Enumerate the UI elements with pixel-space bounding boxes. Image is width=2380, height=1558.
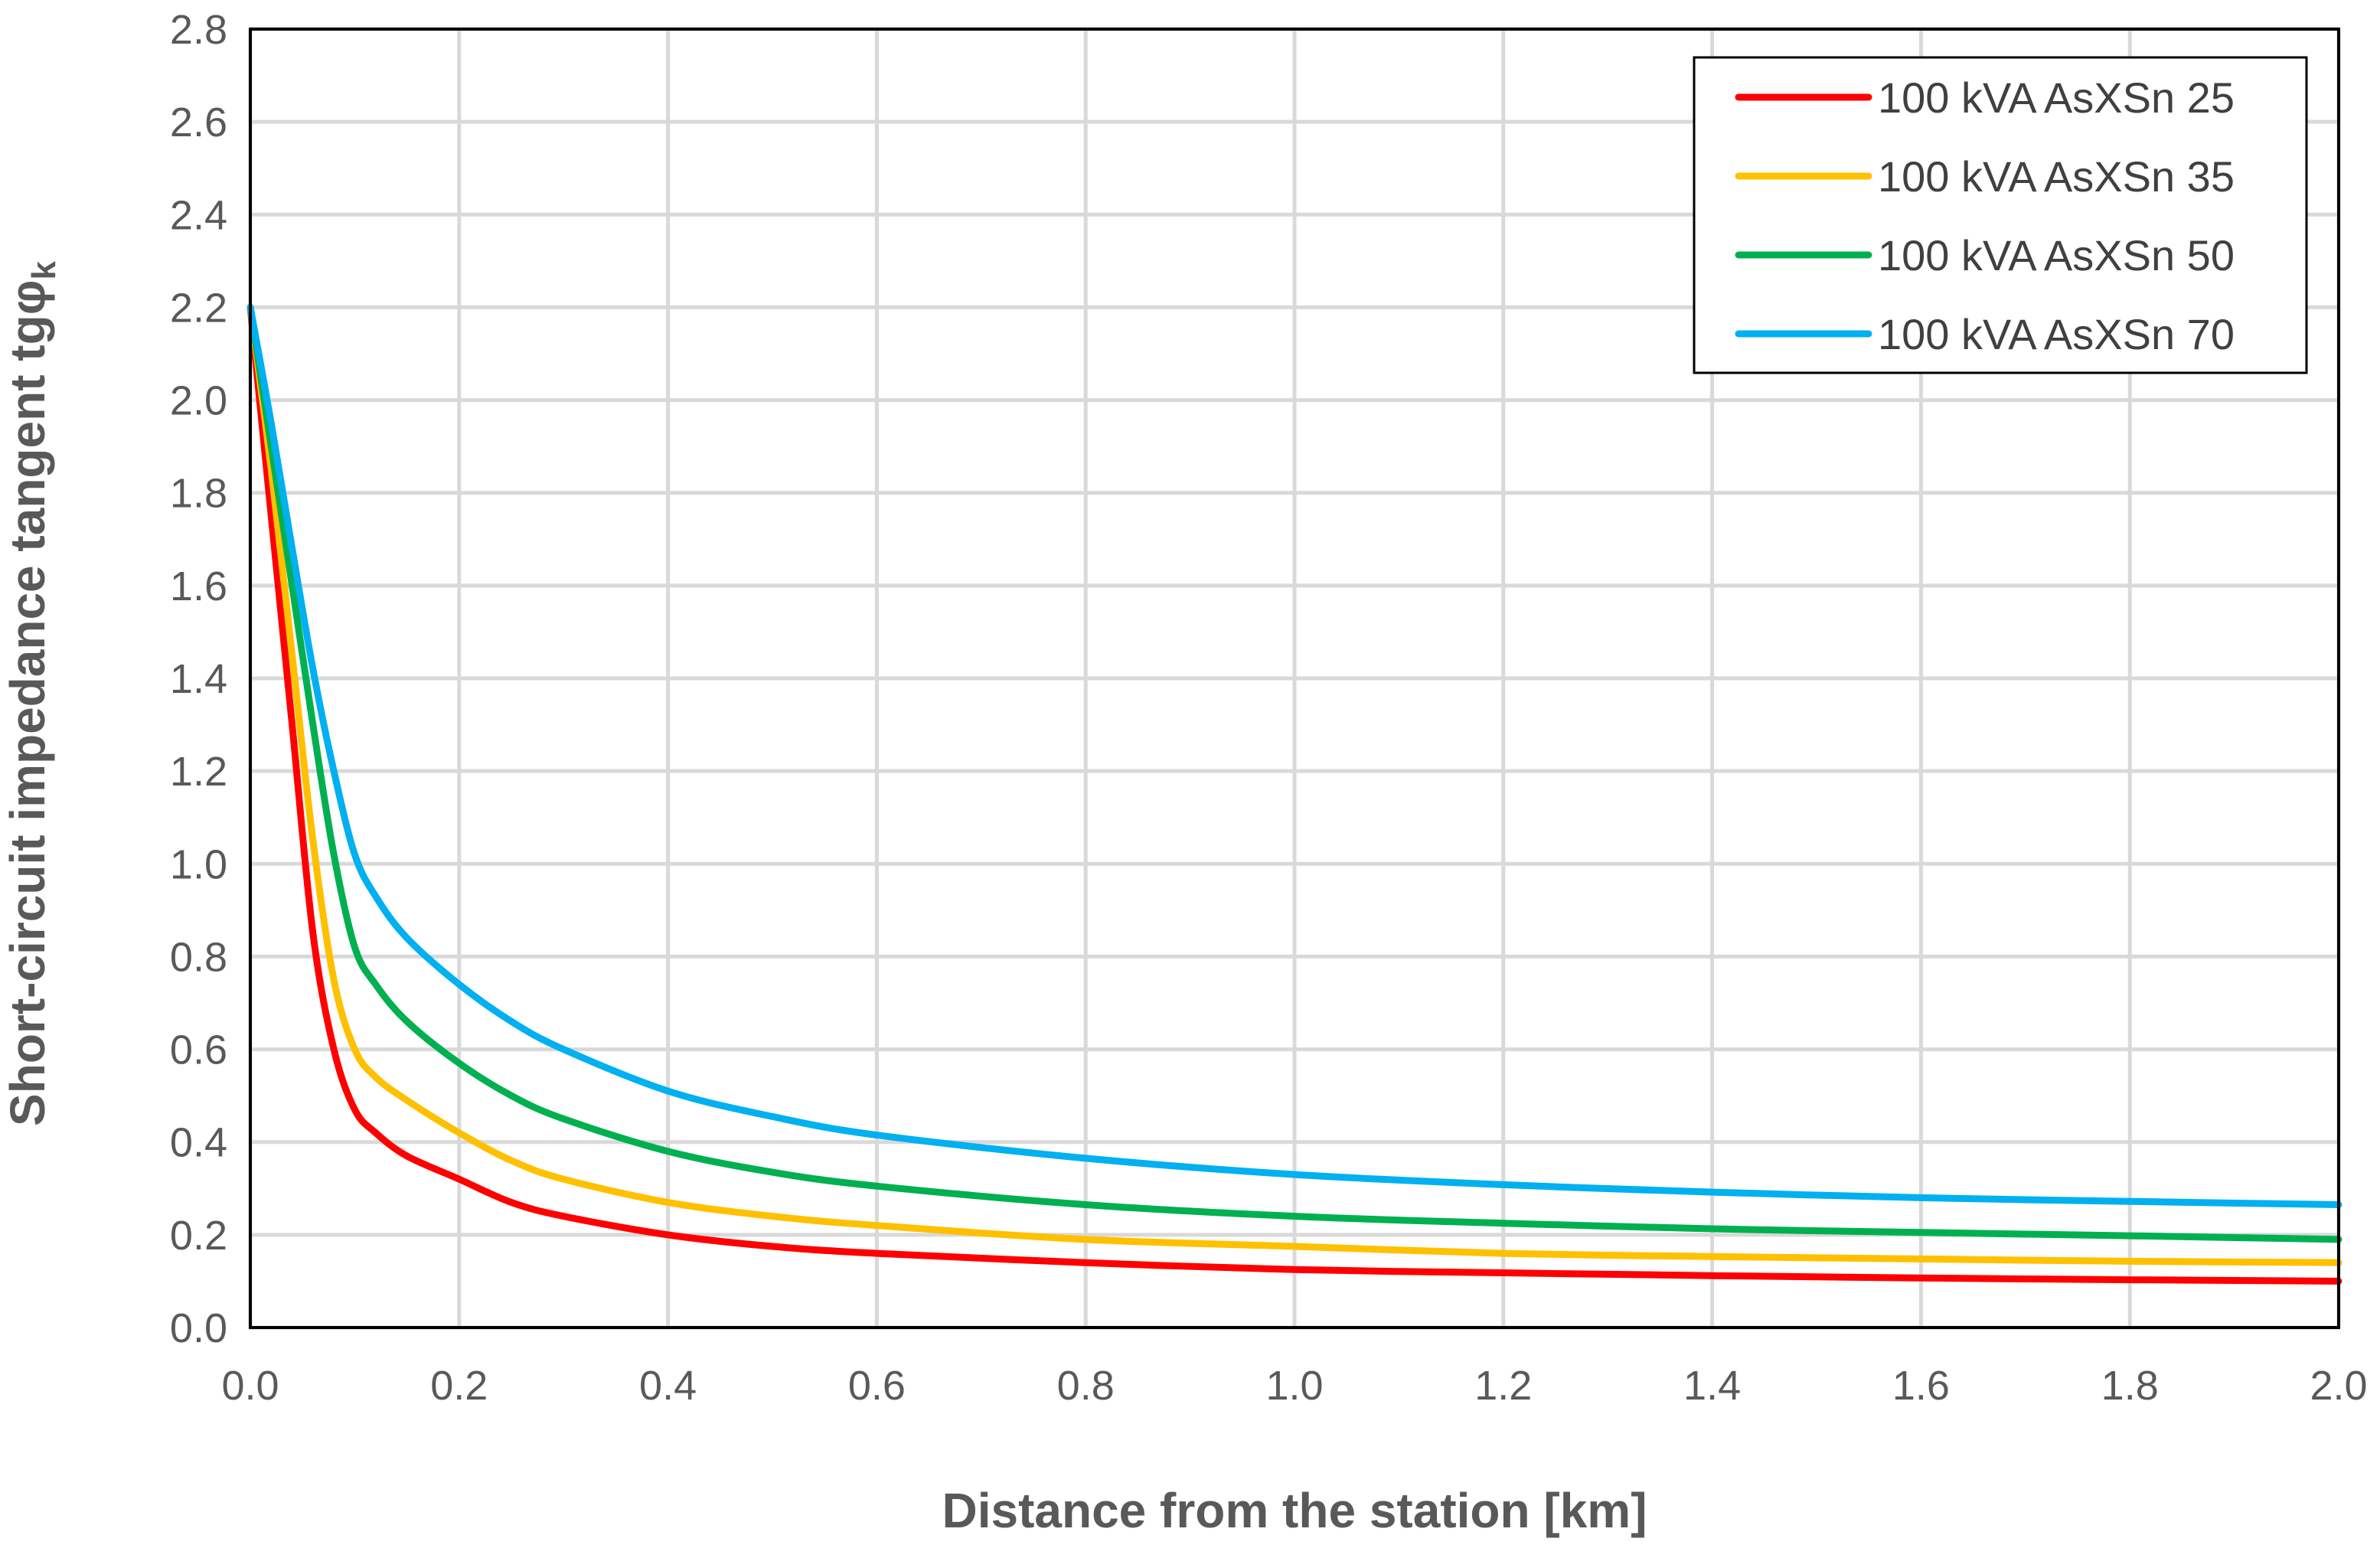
legend-label-4: 100 kVA AsXSn 70 <box>1878 310 2235 358</box>
legend-box <box>1693 56 2308 374</box>
x-tick-label: 1.2 <box>1474 1363 1532 1409</box>
y-tick-label: 1.4 <box>170 656 227 702</box>
x-tick-label: 1.0 <box>1265 1363 1323 1409</box>
y-tick-label: 0.2 <box>170 1213 227 1259</box>
y-tick-label: 0.8 <box>170 934 227 980</box>
series-lines <box>246 303 2342 1285</box>
y-tick-label: 2.4 <box>170 192 227 238</box>
legend: 100 kVA AsXSn 25 100 kVA AsXSn 35 100 kVA … <box>1693 56 2308 374</box>
legend-label-1: 100 kVA AsXSn 25 <box>1878 73 2235 122</box>
legend-label-3: 100 kVA AsXSn 50 <box>1878 231 2235 279</box>
y-tick-label: 2.6 <box>170 100 227 145</box>
x-axis-title: Distance from the station [km] <box>942 1483 1647 1538</box>
x-tick-label: 0.2 <box>430 1363 488 1409</box>
x-tick-label: 0.0 <box>221 1363 279 1409</box>
plot-area-frame <box>249 28 2340 1329</box>
y-tick-label: 1.6 <box>170 563 227 609</box>
x-tick-label: 2.0 <box>2310 1363 2367 1409</box>
y-axis-title-main: Short-circuit impedance tangent tgφ <box>0 280 55 1126</box>
y-tick-label: 0.6 <box>170 1027 227 1073</box>
y-tick-label: 0.0 <box>170 1305 227 1351</box>
series-line-4 <box>246 303 2342 1208</box>
y-axis-title-subscript: k <box>25 261 63 280</box>
x-tick-label: 0.4 <box>639 1363 697 1409</box>
series-line-3 <box>246 303 2342 1243</box>
y-tick-label: 2.8 <box>170 7 227 53</box>
x-axis-tick-labels: 0.0 0.2 0.4 0.6 0.8 1.0 1.2 1.4 1.6 1.8 2.0 <box>221 1363 2367 1409</box>
series-line-1 <box>246 303 2342 1285</box>
x-tick-label: 0.8 <box>1057 1363 1115 1409</box>
y-tick-label: 2.0 <box>170 378 227 424</box>
y-tick-label: 2.2 <box>170 285 227 331</box>
y-axis-tick-labels: 0.0 0.2 0.4 0.6 0.8 1.0 1.2 1.4 1.6 1.8 2.0 2.2 2.4 2… <box>170 7 227 1351</box>
y-tick-label: 1.0 <box>170 841 227 887</box>
x-tick-label: 1.8 <box>2101 1363 2159 1409</box>
legend-label-2: 100 kVA AsXSn 35 <box>1878 152 2235 201</box>
x-tick-label: 1.4 <box>1683 1363 1741 1409</box>
x-tick-label: 1.6 <box>1892 1363 1950 1409</box>
y-tick-label: 1.2 <box>170 749 227 795</box>
y-tick-label: 0.4 <box>170 1120 227 1166</box>
series-line-2 <box>246 303 2342 1266</box>
x-tick-label: 0.6 <box>848 1363 906 1409</box>
y-axis-title: Short-circuit impedance tangent tgφk <box>0 261 63 1126</box>
y-tick-label: 1.8 <box>170 471 227 517</box>
